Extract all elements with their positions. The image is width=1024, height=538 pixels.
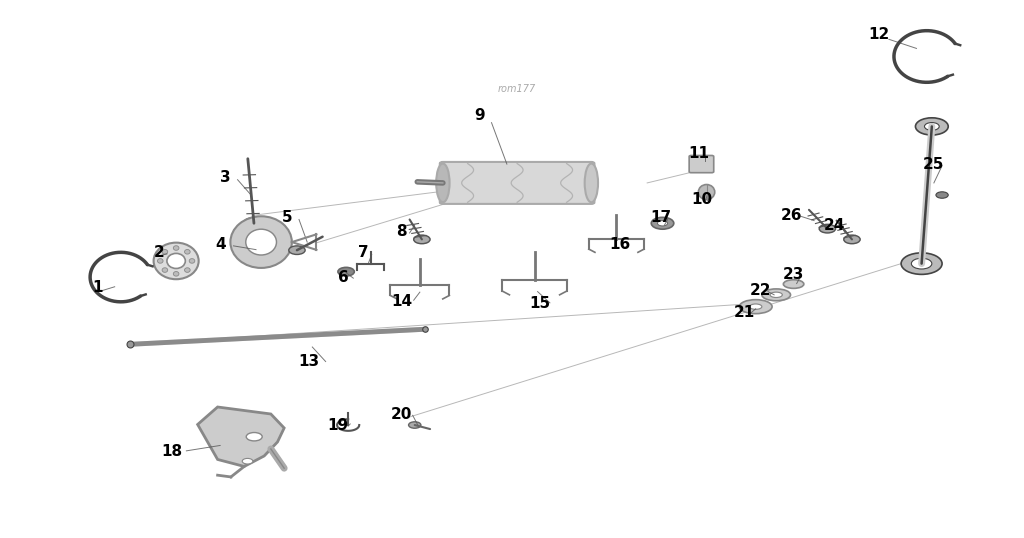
- Circle shape: [819, 224, 836, 233]
- Text: 15: 15: [529, 296, 550, 312]
- Ellipse shape: [436, 164, 450, 202]
- Text: 12: 12: [868, 27, 889, 43]
- Circle shape: [246, 433, 262, 441]
- Circle shape: [925, 123, 939, 130]
- Text: 26: 26: [781, 208, 802, 223]
- Circle shape: [414, 235, 430, 244]
- Circle shape: [936, 192, 948, 199]
- Text: 8: 8: [396, 224, 407, 239]
- Ellipse shape: [154, 243, 199, 279]
- Ellipse shape: [162, 268, 168, 272]
- Text: 24: 24: [824, 218, 845, 233]
- Ellipse shape: [184, 250, 190, 254]
- Circle shape: [901, 253, 942, 274]
- Ellipse shape: [585, 164, 598, 202]
- Text: 9: 9: [474, 108, 484, 123]
- Circle shape: [244, 218, 264, 229]
- Text: 17: 17: [650, 210, 671, 225]
- Text: 21: 21: [734, 305, 755, 320]
- Circle shape: [289, 246, 305, 254]
- Ellipse shape: [783, 280, 804, 288]
- Text: 25: 25: [924, 157, 944, 172]
- Circle shape: [915, 118, 948, 135]
- Text: 2: 2: [154, 245, 164, 260]
- Circle shape: [243, 458, 253, 464]
- Text: 14: 14: [391, 294, 412, 309]
- Text: 13: 13: [299, 354, 319, 369]
- Ellipse shape: [750, 304, 762, 309]
- FancyBboxPatch shape: [689, 155, 714, 173]
- Text: 7: 7: [358, 245, 369, 260]
- Circle shape: [338, 267, 354, 276]
- Ellipse shape: [739, 300, 772, 314]
- Ellipse shape: [173, 272, 179, 276]
- Circle shape: [911, 258, 932, 269]
- Ellipse shape: [189, 259, 195, 263]
- Text: 18: 18: [162, 444, 182, 459]
- Circle shape: [844, 235, 860, 244]
- Text: 6: 6: [338, 270, 348, 285]
- Text: 4: 4: [215, 237, 225, 252]
- Text: rom177: rom177: [498, 84, 537, 94]
- Text: 19: 19: [328, 417, 348, 433]
- Ellipse shape: [770, 292, 782, 298]
- Text: 10: 10: [691, 192, 712, 207]
- Polygon shape: [198, 407, 284, 466]
- FancyBboxPatch shape: [440, 162, 594, 204]
- Ellipse shape: [762, 289, 791, 301]
- Ellipse shape: [162, 250, 168, 254]
- Circle shape: [409, 422, 421, 428]
- Ellipse shape: [173, 246, 179, 250]
- Text: 3: 3: [220, 170, 230, 185]
- Text: 1: 1: [92, 280, 102, 295]
- Text: 16: 16: [609, 237, 630, 252]
- Ellipse shape: [246, 229, 276, 255]
- Ellipse shape: [167, 253, 185, 268]
- Text: 20: 20: [391, 407, 412, 422]
- Circle shape: [651, 217, 674, 229]
- Circle shape: [657, 221, 668, 226]
- Ellipse shape: [230, 216, 292, 268]
- Text: 11: 11: [688, 146, 709, 161]
- Text: 23: 23: [783, 267, 804, 282]
- Text: 5: 5: [282, 210, 292, 225]
- Ellipse shape: [158, 259, 163, 263]
- Text: 22: 22: [751, 283, 771, 298]
- Ellipse shape: [698, 185, 715, 200]
- Ellipse shape: [184, 268, 190, 272]
